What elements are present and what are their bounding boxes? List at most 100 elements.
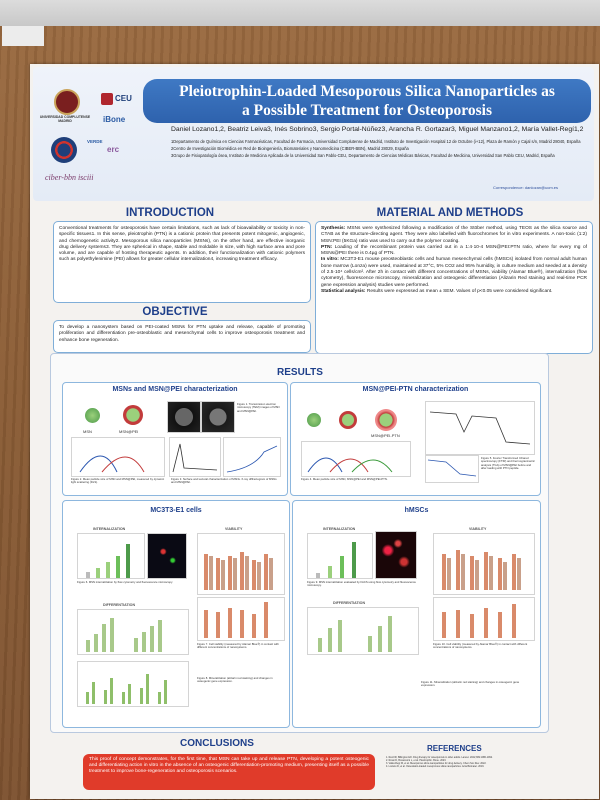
panel4-title: hMSCs xyxy=(404,507,429,514)
reference-item: 1. Reid IR, Billington EO. Drug therapy … xyxy=(386,756,493,759)
figure3-caption: Figure 3. Surface and textural character… xyxy=(171,477,277,485)
dls-curves xyxy=(79,455,145,473)
poster-title-line1: Pleiotrophin-Loaded Mesoporous Silica Na… xyxy=(179,83,555,100)
hmsc-fluorescence-image xyxy=(375,531,417,579)
poster-title-line2: a Possible Treatment for Osteoporosis xyxy=(242,102,492,119)
methods-stats-label: Statistical analysis: xyxy=(321,288,366,294)
panel-ptn-characterization: MSN@PEI-PTN characterization MSN@PEI-PTN… xyxy=(290,382,541,496)
methods-stats-text: Results were expressed as mean ± SEM. Va… xyxy=(365,288,553,294)
ibone-logo-text: iBone xyxy=(103,115,126,124)
authors: Daniel Lozano1,2, Beatriz Leiva3, Inés S… xyxy=(171,126,584,133)
mc3t3-differentiation-chart xyxy=(77,609,189,655)
references-heading: REFERENCES xyxy=(427,744,482,753)
bar xyxy=(116,556,120,578)
panel3-title: MC3T3-E1 cells xyxy=(150,507,202,514)
mc3t3-differentiation-bars xyxy=(86,618,162,652)
reference-item: 2. Rossi D, Bonaccorsi L, et al. Pleiotr… xyxy=(386,759,447,763)
msn-pei-label: MSN@PEI xyxy=(119,429,139,434)
verde-logo-icon xyxy=(51,137,77,163)
figure7-caption: Figure 7. Cell viability (measured by Al… xyxy=(197,642,279,650)
reference-item: 4. Lozano D, et al. Osteostatin-loaded m… xyxy=(386,765,485,769)
mc3t3-differentiation-label: DIFFERENTIATION xyxy=(103,603,136,607)
objective-heading: OBJECTIVE xyxy=(142,306,208,318)
panel-hmscs: hMSCs INTERNALIZATION Figure 9. MSN inte… xyxy=(292,500,541,728)
references-list: 1. Reid IR, Billington EO. Drug therapy … xyxy=(386,756,546,768)
mc3t3-gene-bars xyxy=(86,674,167,704)
figure4-caption: Figure 4. Mean particle size of MSN, MSN… xyxy=(301,477,388,481)
bar xyxy=(328,566,332,578)
bar xyxy=(126,544,130,578)
bar xyxy=(316,573,320,578)
bar xyxy=(106,562,110,578)
ftir-curves xyxy=(429,411,531,445)
top-wall-strip xyxy=(0,0,600,46)
msn-pei-particle-icon xyxy=(123,405,143,425)
ucm-logo-icon xyxy=(54,89,80,115)
mc3t3-viability-label: VIABILITY xyxy=(225,527,243,531)
ceu-logo-text: CEU xyxy=(115,94,132,103)
dls-chart xyxy=(71,437,165,477)
hmsc-differentiation-label: DIFFERENTIATION xyxy=(333,601,366,605)
xrd-chart xyxy=(169,437,221,477)
msn-pei-ptn-particle-icon xyxy=(375,409,397,431)
panel1-title: MSNs and MSN@PEI characterization xyxy=(112,386,238,393)
mc3t3-viability-chart-2 xyxy=(197,597,285,641)
msn-label: MSN xyxy=(83,429,92,434)
msn-particle-icon-2 xyxy=(307,413,321,427)
msn-particle-icon xyxy=(85,408,100,423)
figure10-caption: Figure 10. Cell viability (measured by A… xyxy=(433,642,528,650)
objective-box: To develop a nanosystem based on PEI-coa… xyxy=(53,320,311,353)
ceu-logo-icon xyxy=(101,93,113,105)
figure8-caption: Figure 8. Mineralization (alizarin red s… xyxy=(197,676,273,684)
methods-box: Synthesis: MSNs were synthesized followi… xyxy=(315,221,593,354)
figure5-caption: Figure 5. Fourier Transformed Infrared s… xyxy=(481,456,535,471)
verde-logo-text: VERDE xyxy=(87,139,103,144)
pinned-note xyxy=(2,26,44,46)
methods-heading: MATERIAL AND METHODS xyxy=(376,207,524,219)
introduction-heading: INTRODUCTION xyxy=(125,207,215,219)
tem-image-msn xyxy=(167,401,201,433)
figure6-caption: Figure 6. MSN internalization by flow cy… xyxy=(77,580,174,584)
hmsc-viability-chart-2 xyxy=(433,597,535,641)
msn-pei-particle-icon-2 xyxy=(339,411,357,429)
reference-item: 3. Vallet-Regí M, et al. Mesoporous sili… xyxy=(386,762,487,766)
methods-ptn-label: PTN: xyxy=(321,244,333,250)
affiliation-3: 3Grupo de Fisiopatología ósea, Instituto… xyxy=(171,153,555,159)
panel2-title: MSN@PEI-PTN characterization xyxy=(362,386,469,393)
results-heading: RESULTS xyxy=(277,367,323,378)
figure1-caption: Figure 1. Transmission electron microsco… xyxy=(237,402,280,413)
hmsc-viability-label: VIABILITY xyxy=(469,527,487,531)
figure11-caption: Figure 11. Mineralization (alizarin red … xyxy=(421,680,520,688)
hmsc-internalization-chart xyxy=(307,533,373,579)
poster-title: Pleiotrophin-Loaded Mesoporous Silica Na… xyxy=(143,79,591,123)
affiliations: 1Departamento de Química en Ciencias Far… xyxy=(171,139,591,161)
figure9-caption: Figure 9. MSN internalization evaluated … xyxy=(307,580,416,588)
tga-curves xyxy=(427,459,477,477)
mc3t3-fluorescence-image xyxy=(147,533,187,579)
mc3t3-viability-bars xyxy=(204,552,273,590)
xrd-curves xyxy=(172,443,218,473)
panel-mc3t3-cells: MC3T3-E1 cells INTERNALIZATION Figure 6.… xyxy=(62,500,290,728)
bar xyxy=(96,568,100,578)
mc3t3-viability-chart xyxy=(197,533,285,595)
correspondence: Correspondence: danlozan@ucm.es xyxy=(493,185,558,190)
conclusions-heading: CONCLUSIONS xyxy=(180,738,254,749)
conclusions-box: This proof of concept demonstrates, for … xyxy=(83,754,375,790)
mc3t3-internalization-chart xyxy=(77,533,145,579)
poster-header: UNIVERSIDAD COMPLUTENSE MADRID CEU iBone… xyxy=(33,67,594,201)
tem-image-msn-pei xyxy=(201,401,235,433)
methods-invitro-label: In vitro: xyxy=(321,257,339,263)
hmsc-viability-bars xyxy=(442,550,521,590)
isotherm-curves xyxy=(226,445,278,473)
dls-curves-2 xyxy=(307,457,393,473)
hmsc-differentiation-chart xyxy=(307,607,419,655)
mc3t3-viability-bars-2 xyxy=(204,602,268,638)
ciber-logo-text: ciber-bbn isciii xyxy=(45,173,94,182)
mc3t3-gene-chart xyxy=(77,661,189,707)
mc3t3-internalization-label: INTERNALIZATION xyxy=(93,527,126,531)
methods-invitro-text: MC3T3-E1 mouse preosteoblastic cells and… xyxy=(321,257,588,288)
methods-synthesis-label: Synthesis: xyxy=(321,226,346,231)
dls-chart-2 xyxy=(301,441,411,477)
isotherm-chart xyxy=(223,437,281,477)
figure2-caption: Figure 2. Mean particle size of MSN and … xyxy=(71,477,165,485)
